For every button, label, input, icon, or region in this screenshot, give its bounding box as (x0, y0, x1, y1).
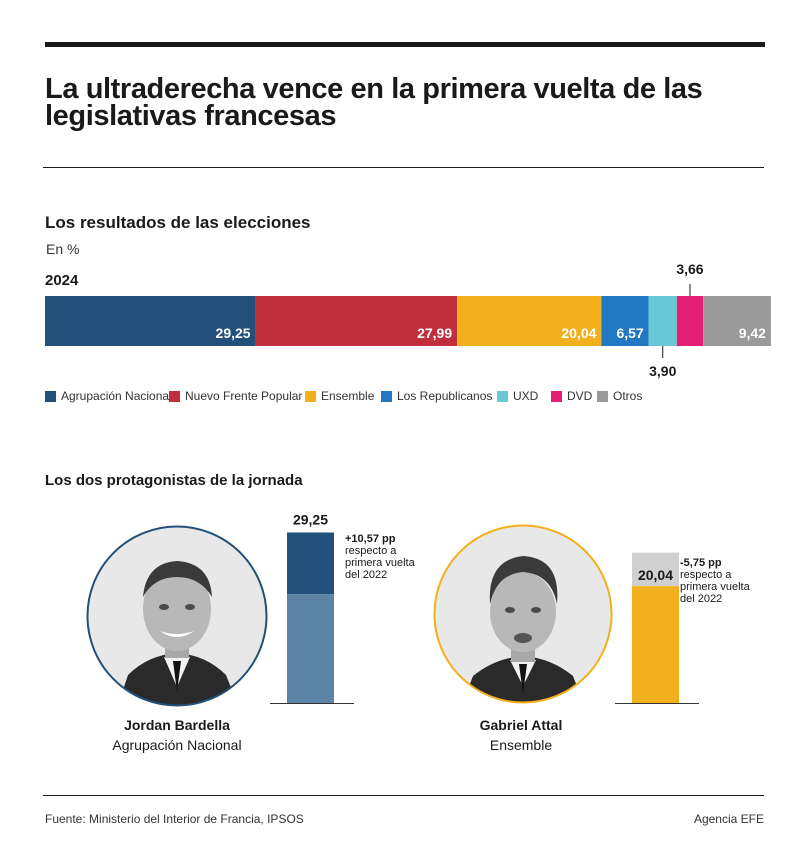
legend-swatch (497, 390, 508, 402)
gabriel-attal-current-bar (632, 586, 679, 703)
unit-label: En % (46, 241, 80, 257)
attal-change: -5,75 pp (680, 557, 722, 569)
bar-segment-los-republicanos (601, 296, 649, 346)
bar-value-label-los-republicanos: 6,57 (616, 325, 643, 341)
legend-label: Los Republicanos (397, 389, 493, 403)
attal-change-note: -5,75 pp respecto a primera vuelta del 2… (680, 557, 750, 605)
bar-value-label-nuevo-frente-popular: 27,99 (417, 325, 452, 341)
legend-label: Agrupación Nacional (61, 389, 172, 403)
bar-segment-ensemble (457, 296, 602, 346)
bar-value-label-uxd: 3,90 (649, 363, 676, 379)
attal-note-line: respecto a (680, 569, 732, 581)
year-label: 2024 (45, 272, 79, 289)
bardella-change-note: +10,57 pp respecto a primera vuelta del … (345, 533, 415, 581)
bardella-note-line: primera vuelta (345, 557, 415, 569)
bar-segment-agrupaci-n-nacional (45, 296, 256, 346)
bardella-note-line: respecto a (345, 545, 397, 557)
legend-swatch (45, 390, 56, 402)
legend-item-dvd: DVD (551, 389, 592, 403)
jordan-bardella-value-label: 29,25 (293, 511, 328, 527)
legend-item-agrupaci-n-nacional: Agrupación Nacional (45, 389, 172, 403)
page-title: La ultraderecha vence en la primera vuel… (45, 73, 703, 132)
legend-item-nuevo-frente-popular: Nuevo Frente Popular (169, 389, 302, 403)
bar-segment-uxd (648, 296, 677, 346)
legend-item-ensemble: Ensemble (305, 389, 374, 403)
legend-swatch (381, 390, 392, 402)
bar-value-label-agrupaci-n-nacional: 29,25 (216, 325, 251, 341)
bardella-note-line: del 2022 (345, 569, 388, 581)
legend-swatch (597, 390, 608, 402)
legend-item-otros: Otros (597, 389, 642, 403)
attal-party: Ensemble (489, 737, 553, 753)
gabriel-attal-value-label: 20,04 (638, 567, 673, 583)
legend-label: Nuevo Frente Popular (185, 389, 303, 403)
person-silhouette-icon (88, 527, 266, 705)
legend-label: Ensemble (321, 389, 375, 403)
bardella-change: +10,57 pp (345, 533, 396, 545)
legend-label: UXD (513, 389, 539, 403)
legend-swatch (305, 390, 316, 402)
results-section-title: Los resultados de las elecciones (45, 213, 311, 232)
bar-segment-otros (703, 296, 771, 346)
bardella-name: Jordan Bardella (124, 717, 230, 733)
bar-value-label-dvd: 3,66 (676, 261, 703, 277)
bar-value-label-ensemble: 20,04 (561, 325, 596, 341)
jordan-bardella-gain-bar (287, 532, 334, 595)
legend-item-uxd: UXD (497, 389, 538, 403)
bardella-portrait (88, 527, 266, 705)
legend-swatch (551, 390, 562, 402)
person-silhouette-icon (435, 526, 611, 702)
top-rule (45, 42, 765, 47)
attal-portrait-ring (433, 524, 613, 704)
legend-label: DVD (567, 389, 593, 403)
attal-note-line: del 2022 (680, 593, 723, 605)
legend-label: Otros (613, 389, 643, 403)
bardella-portrait-ring (86, 525, 268, 707)
source-note: Fuente: Ministerio del Interior de Franc… (45, 812, 304, 826)
legend: Agrupación Nacional Nuevo Frente Popular E… (45, 389, 765, 407)
attal-portrait (435, 526, 611, 702)
footer-divider (43, 795, 764, 796)
bar-segment-dvd (676, 296, 704, 346)
jordan-bardella-previous-bar (287, 594, 334, 703)
attal-note-line: primera vuelta (680, 581, 750, 593)
bardella-party: Agrupación Nacional (112, 737, 242, 753)
protagonists-section-title: Los dos protagonistas de la jornada (45, 472, 303, 489)
bar-value-label-otros: 9,42 (739, 325, 766, 341)
legend-item-los-republicanos: Los Republicanos (381, 389, 492, 403)
legend-swatch (169, 390, 180, 402)
gabriel-attal-loss-bar (632, 552, 679, 587)
agency-credit: Agencia EFE (693, 812, 764, 826)
bar-segment-nuevo-frente-popular (255, 296, 458, 346)
title-divider (43, 167, 764, 168)
attal-name: Gabriel Attal (479, 717, 563, 733)
